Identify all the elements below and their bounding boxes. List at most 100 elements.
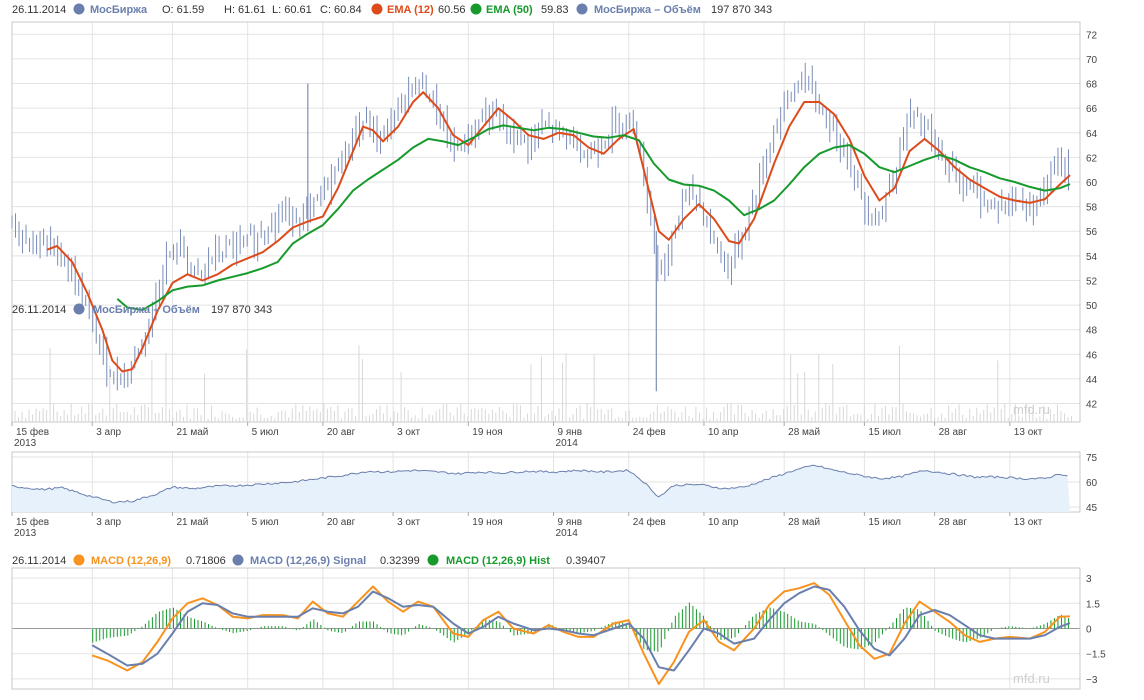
volume-bar <box>635 417 637 422</box>
hist-bar <box>502 625 504 629</box>
volume-bar <box>56 411 58 422</box>
hist-bar <box>387 628 389 633</box>
volume-bar <box>593 355 595 422</box>
svg-text:EMA (12) 60.56: EMA (12) 60.56 <box>387 4 466 16</box>
x-tick-label: 20 авг <box>327 517 356 528</box>
hist-bar <box>481 620 483 629</box>
volume-bar <box>990 412 992 422</box>
volume-bar <box>828 404 830 422</box>
volume-bar <box>77 413 79 422</box>
volume-bar <box>709 418 711 422</box>
volume-bar <box>797 373 799 422</box>
volume-bar <box>418 418 420 422</box>
volume-bar <box>681 412 683 422</box>
hist-bar <box>144 623 146 629</box>
x-tick-label: 24 фев <box>633 426 666 438</box>
hist-bar <box>232 628 234 634</box>
volume-bar <box>1039 416 1041 422</box>
x-tick-label: 28 авг <box>939 517 968 528</box>
hist-bar <box>678 612 680 629</box>
hist-bar <box>604 625 606 629</box>
x-tick-label: 19 ноя <box>472 517 502 528</box>
hist-bar <box>295 628 297 631</box>
volume-bar <box>842 406 844 422</box>
signal-line <box>91 585 1071 672</box>
hist-bar <box>215 627 217 629</box>
volume-bar <box>839 406 841 422</box>
hist-bar <box>1064 616 1066 629</box>
hist-bar <box>239 628 241 633</box>
hist-bar <box>306 624 308 629</box>
volume-bar <box>691 417 693 422</box>
hist-bar <box>260 626 262 629</box>
hist-bar <box>713 628 715 632</box>
macd-y-tick-label: 0 <box>1086 625 1092 636</box>
volume-bar <box>144 404 146 422</box>
volume-bar <box>291 408 293 422</box>
volume-bar <box>467 416 469 422</box>
volume-bar <box>639 416 641 422</box>
hist-bar <box>148 620 150 629</box>
volume-bar <box>340 418 342 422</box>
hist-bar <box>109 628 111 638</box>
volume-bar <box>930 408 932 422</box>
volume-bar <box>147 407 149 422</box>
hist-bar <box>780 610 782 629</box>
volume-bar <box>330 406 332 422</box>
volume-bar <box>400 371 402 422</box>
hist-bar <box>832 628 834 639</box>
volume-bar <box>884 405 886 422</box>
volume-bar <box>1025 405 1027 422</box>
volume-bar <box>979 413 981 422</box>
legend-macd-name: MACD (12,26,9) <box>91 555 171 567</box>
hist-bar <box>664 628 666 640</box>
volume-bar <box>484 409 486 422</box>
hist-bar <box>801 621 803 629</box>
hist-bar <box>344 628 346 632</box>
volume-bar <box>1070 416 1072 422</box>
hist-bar <box>1032 627 1034 629</box>
volume-bar <box>902 403 904 422</box>
volume-bar <box>702 418 704 422</box>
legend-price-low: L: 60.61 <box>272 4 312 16</box>
volume-bar <box>663 411 665 422</box>
volume-bar <box>358 345 360 422</box>
hist-bar <box>899 613 901 629</box>
legend-ema12-name: EMA (12) <box>387 4 434 16</box>
volume-bar <box>46 410 48 422</box>
hist-bar <box>165 609 167 629</box>
legend-price-close: C: 60.84 <box>320 4 362 16</box>
ema12-line <box>46 91 1071 373</box>
volume-bar <box>263 417 265 422</box>
hist-bar <box>1015 626 1017 629</box>
volume-bar <box>288 417 290 422</box>
hist-bar <box>969 628 971 642</box>
hist-bar <box>411 628 413 629</box>
hist-bar <box>1008 626 1010 629</box>
hist-bar <box>495 621 497 629</box>
volume-bar <box>372 414 374 422</box>
volume-bar <box>161 407 163 422</box>
volume-bar <box>772 409 774 422</box>
legend-price-high: H: 61.61 <box>224 4 266 16</box>
volume-bar <box>154 413 156 422</box>
volume-bar <box>70 403 72 422</box>
volume-bar <box>379 405 381 422</box>
overview-y-axis: 45 60 75 <box>1086 453 1098 514</box>
volume-bar <box>586 403 588 422</box>
hist-bar <box>681 609 683 629</box>
volume-bar <box>1032 410 1034 422</box>
hist-bar <box>748 620 750 629</box>
hist-bar <box>573 628 575 633</box>
y-tick-label: 60 <box>1086 178 1098 189</box>
macd-y-tick-label: 3 <box>1086 574 1092 585</box>
volume-bar <box>941 413 943 422</box>
volume-bar <box>39 411 41 422</box>
volume-bar <box>260 414 262 422</box>
hist-bar <box>752 616 754 629</box>
volume-bar <box>354 415 356 422</box>
hist-bar <box>945 628 947 636</box>
volume-bar <box>1035 417 1037 422</box>
legend-price-name: МосБиржа <box>90 4 148 16</box>
volume-bar <box>137 414 139 422</box>
